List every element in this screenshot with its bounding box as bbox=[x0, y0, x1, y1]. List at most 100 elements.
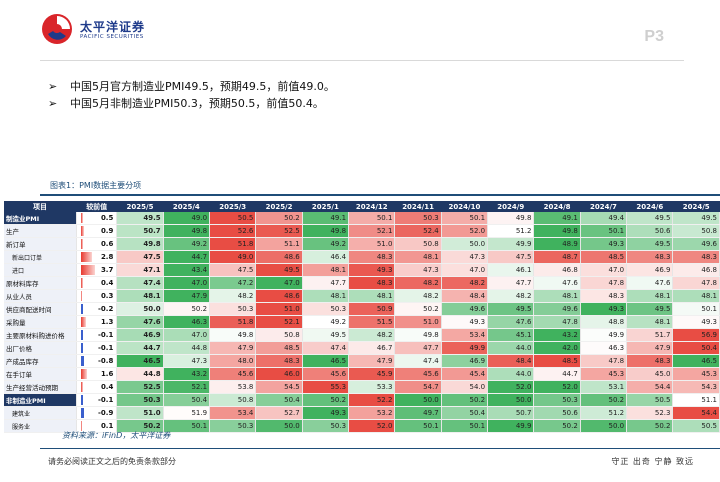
value-cell: 54.7 bbox=[394, 380, 442, 394]
value-cell: 50.4 bbox=[255, 393, 303, 407]
delta-bar bbox=[81, 291, 83, 301]
value-cell: 52.0 bbox=[487, 380, 535, 394]
value-cell: 50.3 bbox=[533, 393, 581, 407]
value-cell: 48.6 bbox=[255, 289, 303, 303]
value-cell: 48.8 bbox=[580, 315, 628, 329]
value-cell: 50.6 bbox=[626, 224, 674, 238]
value-cell: 49.2 bbox=[302, 315, 350, 329]
value-cell: 52.6 bbox=[209, 224, 257, 238]
value-cell: 50.5 bbox=[626, 393, 674, 407]
delta-cell: -0.1 bbox=[76, 393, 118, 407]
value-cell: 49.9 bbox=[441, 341, 489, 355]
value-cell: 48.9 bbox=[533, 237, 581, 251]
value-cell: 55.3 bbox=[302, 380, 350, 394]
value-cell: 45.6 bbox=[209, 367, 257, 381]
value-cell: 53.3 bbox=[348, 380, 396, 394]
value-cell: 50.3 bbox=[116, 393, 164, 407]
value-cell: 52.5 bbox=[116, 380, 164, 394]
delta-value: -0.1 bbox=[98, 344, 114, 352]
value-cell: 47.7 bbox=[487, 276, 535, 290]
value-cell: 49.0 bbox=[163, 212, 211, 225]
delta-value: 0.6 bbox=[100, 240, 114, 248]
header-month: 2025/5 bbox=[116, 201, 164, 212]
value-cell: 51.0 bbox=[348, 237, 396, 251]
value-cell: 50.2 bbox=[255, 212, 303, 225]
row-label: 原材料库存 bbox=[4, 276, 78, 290]
delta-bar bbox=[81, 226, 85, 236]
delta-bar bbox=[81, 408, 85, 418]
value-cell: 47.4 bbox=[302, 341, 350, 355]
value-cell: 46.0 bbox=[255, 367, 303, 381]
table-row: 非制造业PMI -0.1 50.3 50.4 50.8 50.4 50.2 52.2 50.0 5… bbox=[4, 393, 720, 407]
value-cell: 48.5 bbox=[255, 341, 303, 355]
source-note: 资料来源：iFinD，太平洋证券 bbox=[62, 431, 171, 440]
value-cell: 50.2 bbox=[394, 302, 442, 316]
value-cell: 50.5 bbox=[209, 212, 257, 225]
delta-cell: -0.1 bbox=[76, 328, 118, 342]
value-cell: 46.1 bbox=[487, 263, 535, 277]
value-cell: 54.4 bbox=[672, 406, 720, 420]
value-cell: 50.4 bbox=[441, 406, 489, 420]
value-cell: 51.9 bbox=[163, 406, 211, 420]
value-cell: 50.0 bbox=[441, 237, 489, 251]
row-label: 服务业 bbox=[4, 419, 78, 433]
value-cell: 48.2 bbox=[394, 289, 442, 303]
value-cell: 44.0 bbox=[487, 341, 535, 355]
value-cell: 49.3 bbox=[348, 263, 396, 277]
delta-cell: 0.9 bbox=[76, 224, 118, 238]
value-cell: 50.0 bbox=[116, 302, 164, 316]
value-cell: 49.1 bbox=[302, 212, 350, 225]
value-cell: 49.7 bbox=[394, 406, 442, 420]
value-cell: 52.3 bbox=[626, 406, 674, 420]
value-cell: 49.9 bbox=[580, 328, 628, 342]
table-row: 原材料库存 0.4 47.4 47.0 47.2 47.0 47.7 48.3 48.2 48.2… bbox=[4, 276, 720, 290]
delta-bar bbox=[81, 304, 83, 314]
delta-cell: 3.7 bbox=[76, 263, 118, 277]
value-cell: 48.1 bbox=[394, 250, 442, 264]
value-cell: 46.9 bbox=[116, 328, 164, 342]
row-label: 新订单 bbox=[4, 237, 78, 251]
delta-cell: 0.4 bbox=[76, 276, 118, 290]
summary-bullets: ➢ 中国5月官方制造业PMI49.5，预期49.5，前值49.0。 ➢ 中国5月非制… bbox=[48, 78, 335, 112]
value-cell: 47.9 bbox=[209, 341, 257, 355]
value-cell: 49.6 bbox=[441, 302, 489, 316]
value-cell: 49.8 bbox=[163, 224, 211, 238]
value-cell: 52.7 bbox=[255, 406, 303, 420]
value-cell: 56.9 bbox=[672, 328, 720, 342]
table-row: 制造业PMI 0.5 49.5 49.0 50.5 50.2 49.1 50.1 50.3 50.… bbox=[4, 212, 720, 225]
value-cell: 47.8 bbox=[672, 276, 720, 290]
value-cell: 49.8 bbox=[209, 328, 257, 342]
value-cell: 47.3 bbox=[394, 263, 442, 277]
value-cell: 49.5 bbox=[116, 212, 164, 225]
header-month: 2024/11 bbox=[394, 201, 442, 212]
row-label: 产成品库存 bbox=[4, 354, 78, 368]
value-cell: 45.6 bbox=[394, 367, 442, 381]
table-row: 采购量 1.3 47.6 46.3 51.8 52.1 49.2 51.5 51.0 49.3 47… bbox=[4, 315, 720, 329]
value-cell: 49.3 bbox=[441, 315, 489, 329]
value-cell: 47.3 bbox=[163, 354, 211, 368]
value-cell: 50.6 bbox=[533, 406, 581, 420]
value-cell: 48.2 bbox=[209, 289, 257, 303]
value-cell: 54.3 bbox=[672, 380, 720, 394]
value-cell: 50.1 bbox=[672, 302, 720, 316]
value-cell: 47.6 bbox=[626, 276, 674, 290]
value-cell: 48.2 bbox=[487, 289, 535, 303]
delta-value: 2.8 bbox=[100, 253, 114, 261]
table-row: 进口 3.7 47.1 43.4 47.5 49.5 48.1 49.3 47.3 47.0 46.… bbox=[4, 263, 720, 277]
value-cell: 47.8 bbox=[580, 354, 628, 368]
value-cell: 49.8 bbox=[302, 224, 350, 238]
row-label: 从业人员 bbox=[4, 289, 78, 303]
value-cell: 43.4 bbox=[163, 263, 211, 277]
value-cell: 52.2 bbox=[348, 393, 396, 407]
delta-bar bbox=[81, 369, 88, 379]
value-cell: 51.5 bbox=[348, 315, 396, 329]
delta-cell: 0.3 bbox=[76, 289, 118, 303]
delta-bar bbox=[81, 330, 83, 340]
bullet-item: ➢ 中国5月非制造业PMI50.3，预期50.5，前值50.4。 bbox=[48, 95, 335, 112]
delta-value: 3.7 bbox=[100, 266, 114, 274]
value-cell: 51.8 bbox=[209, 237, 257, 251]
header-month: 2024/10 bbox=[441, 201, 489, 212]
value-cell: 50.0 bbox=[255, 419, 303, 433]
delta-value: 0.3 bbox=[100, 292, 114, 300]
value-cell: 47.8 bbox=[580, 276, 628, 290]
